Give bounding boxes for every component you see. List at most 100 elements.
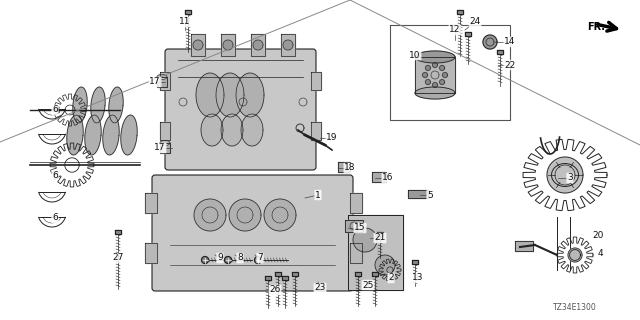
Polygon shape <box>255 257 262 263</box>
Polygon shape <box>145 243 157 263</box>
Polygon shape <box>281 34 295 56</box>
Text: 18: 18 <box>344 164 356 172</box>
Polygon shape <box>236 73 264 117</box>
Text: 10: 10 <box>409 51 420 60</box>
Polygon shape <box>191 34 205 56</box>
Polygon shape <box>160 72 170 90</box>
Polygon shape <box>377 232 383 236</box>
Text: 22: 22 <box>504 60 516 69</box>
Polygon shape <box>440 80 445 84</box>
Text: 12: 12 <box>449 26 461 35</box>
Text: 3: 3 <box>567 173 573 182</box>
Polygon shape <box>568 248 582 262</box>
Polygon shape <box>160 140 170 146</box>
Text: 24: 24 <box>469 18 481 27</box>
Polygon shape <box>515 241 533 251</box>
Polygon shape <box>415 51 455 63</box>
Polygon shape <box>345 220 363 232</box>
Polygon shape <box>265 276 271 280</box>
Text: 14: 14 <box>504 37 516 46</box>
Polygon shape <box>157 75 167 79</box>
Polygon shape <box>221 34 235 56</box>
Polygon shape <box>350 193 362 213</box>
Text: 19: 19 <box>326 133 338 142</box>
Text: 26: 26 <box>269 285 281 294</box>
Polygon shape <box>465 32 471 36</box>
Polygon shape <box>223 40 233 50</box>
Polygon shape <box>145 193 157 213</box>
Polygon shape <box>433 83 438 87</box>
Text: 2: 2 <box>388 274 394 283</box>
Text: 15: 15 <box>355 223 365 233</box>
Text: 11: 11 <box>179 18 191 27</box>
Polygon shape <box>241 114 263 146</box>
Text: TZ34E1300: TZ34E1300 <box>553 303 597 312</box>
Polygon shape <box>442 73 447 77</box>
Polygon shape <box>338 162 350 172</box>
Polygon shape <box>483 35 497 49</box>
Text: 17: 17 <box>154 143 166 153</box>
Polygon shape <box>264 199 296 231</box>
Polygon shape <box>412 260 418 264</box>
Polygon shape <box>282 276 288 280</box>
Polygon shape <box>67 115 83 155</box>
Polygon shape <box>91 87 105 123</box>
Text: 25: 25 <box>362 281 374 290</box>
Text: 16: 16 <box>382 173 394 182</box>
Polygon shape <box>251 34 265 56</box>
Text: 4: 4 <box>597 249 603 258</box>
Polygon shape <box>85 115 101 155</box>
Text: 1: 1 <box>315 190 321 199</box>
Polygon shape <box>372 272 378 276</box>
Polygon shape <box>422 73 428 77</box>
Polygon shape <box>292 272 298 276</box>
Polygon shape <box>497 50 503 54</box>
Polygon shape <box>229 199 261 231</box>
Text: 7: 7 <box>257 253 263 262</box>
Polygon shape <box>440 65 445 70</box>
Text: 20: 20 <box>592 230 604 239</box>
Polygon shape <box>457 10 463 14</box>
Text: 9: 9 <box>217 253 223 262</box>
Polygon shape <box>194 199 226 231</box>
Polygon shape <box>311 72 321 90</box>
Polygon shape <box>311 122 321 140</box>
Polygon shape <box>348 215 403 290</box>
Polygon shape <box>115 230 121 234</box>
Polygon shape <box>283 40 293 50</box>
Polygon shape <box>109 87 123 123</box>
Polygon shape <box>253 40 263 50</box>
Text: FR.: FR. <box>587 22 605 32</box>
Polygon shape <box>157 77 167 87</box>
Polygon shape <box>221 114 243 146</box>
Polygon shape <box>350 243 362 263</box>
Polygon shape <box>415 57 455 93</box>
Polygon shape <box>202 257 209 263</box>
Text: 6: 6 <box>52 106 58 115</box>
Text: 13: 13 <box>412 274 424 283</box>
Polygon shape <box>275 272 281 276</box>
Polygon shape <box>185 10 191 14</box>
Polygon shape <box>225 257 232 263</box>
Polygon shape <box>375 255 395 275</box>
Text: 23: 23 <box>314 284 326 292</box>
Text: 21: 21 <box>374 234 386 243</box>
Polygon shape <box>408 190 428 198</box>
Polygon shape <box>433 62 438 68</box>
Polygon shape <box>121 115 137 155</box>
Polygon shape <box>103 115 119 155</box>
Polygon shape <box>160 122 170 140</box>
Polygon shape <box>73 87 87 123</box>
Text: 17: 17 <box>149 77 161 86</box>
FancyBboxPatch shape <box>165 49 316 170</box>
FancyBboxPatch shape <box>152 175 353 291</box>
Polygon shape <box>201 114 223 146</box>
Polygon shape <box>196 73 224 117</box>
Polygon shape <box>426 65 431 70</box>
Text: 6: 6 <box>52 171 58 180</box>
Polygon shape <box>372 172 386 182</box>
Polygon shape <box>193 40 203 50</box>
Text: 6: 6 <box>52 213 58 222</box>
Polygon shape <box>353 228 377 252</box>
Polygon shape <box>426 80 431 84</box>
